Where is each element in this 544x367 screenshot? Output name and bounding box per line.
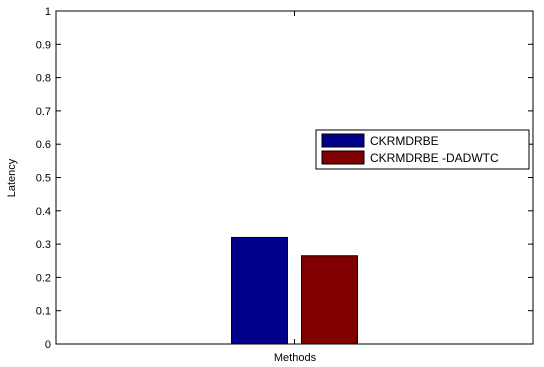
y-axis-label: Latency — [6, 158, 18, 197]
y-tick-label: 0.5 — [36, 173, 51, 185]
legend-swatch-2 — [321, 150, 365, 165]
bars — [56, 11, 533, 345]
y-tick-label: 0.9 — [36, 39, 51, 51]
y-tick-label: 0.2 — [36, 272, 51, 284]
y-tick-label: 0 — [45, 339, 51, 351]
y-tick-label: 1 — [45, 6, 51, 18]
y-tick-label: 0.8 — [36, 73, 51, 85]
legend-label-2: CKRMDRBE -DADWTC — [370, 151, 499, 165]
y-tick-label: 0.3 — [36, 239, 51, 251]
plot-area — [55, 10, 534, 345]
bar-2 — [301, 255, 358, 345]
x-axis-label: Methods — [274, 352, 317, 364]
y-tick-label: 0.7 — [36, 106, 51, 118]
legend-label-1: CKRMDRBE — [370, 134, 439, 148]
bar-1 — [231, 236, 288, 345]
y-axis-ticks: 0 0.1 0.2 0.3 0.4 0.5 0.6 0.7 0.8 0.9 1 — [36, 6, 533, 351]
y-tick-label: 0.4 — [36, 206, 51, 218]
legend-swatch-1 — [321, 133, 365, 148]
legend: CKRMDRBE CKRMDRBE -DADWTC — [315, 129, 530, 170]
y-tick-label: 0.1 — [36, 306, 51, 318]
y-tick-label: 0.6 — [36, 139, 51, 151]
